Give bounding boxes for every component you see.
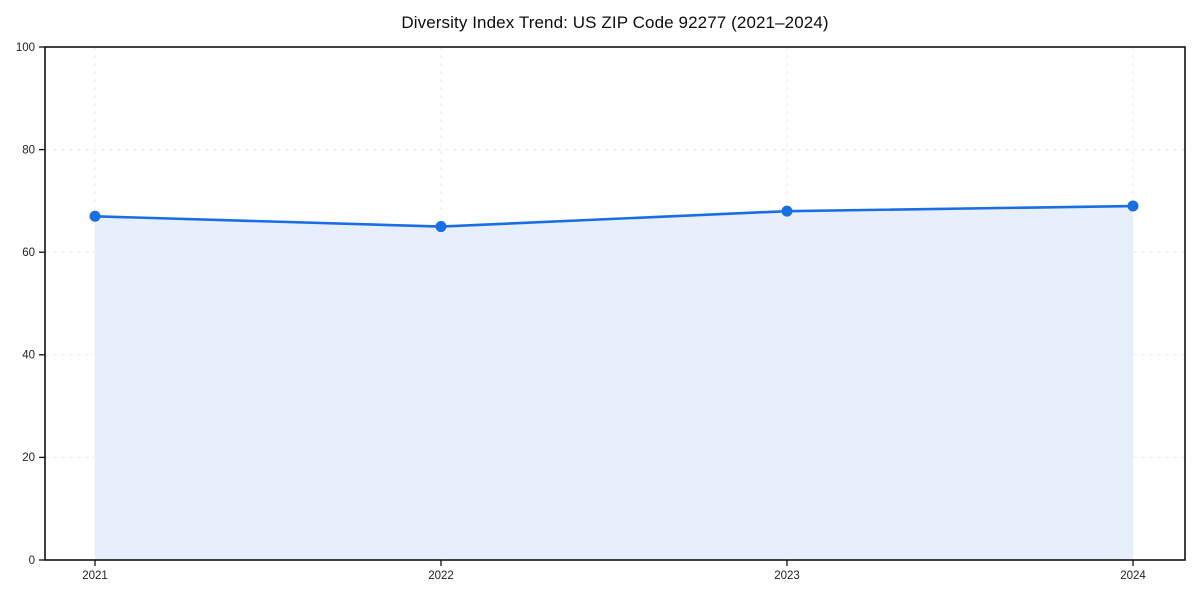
y-tick-label: 60 [22,247,35,259]
y-tick-label: 20 [22,452,35,464]
data-point-marker [1127,200,1139,212]
y-tick-label: 100 [16,42,35,54]
y-tick-label: 80 [22,144,35,156]
y-tick-label: 0 [29,555,35,567]
x-tick-label: 2024 [1120,570,1146,582]
chart-title: Diversity Index Trend: US ZIP Code 92277… [401,13,829,32]
y-tick-label: 40 [22,350,35,362]
x-tick-label: 2023 [774,570,800,582]
x-tick-label: 2022 [428,570,454,582]
data-point-marker [781,205,793,217]
data-point-marker [89,210,101,222]
trend-line [93,204,1135,228]
data-point-marker [435,221,447,233]
plot-border [44,46,1186,561]
area-fill [95,206,1133,560]
x-tick-label: 2021 [82,570,108,582]
